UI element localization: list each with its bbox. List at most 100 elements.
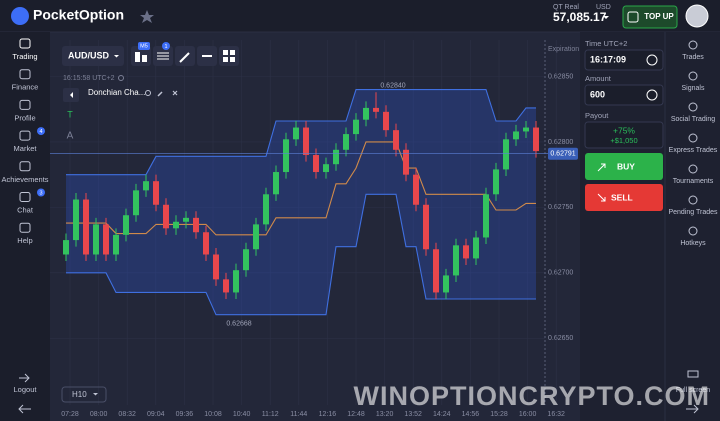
time-icon[interactable] bbox=[646, 54, 658, 66]
nav-icon[interactable] bbox=[688, 102, 698, 112]
candle-body bbox=[153, 181, 159, 205]
candles-icon bbox=[135, 52, 147, 62]
time-input[interactable] bbox=[584, 49, 664, 71]
sidebar-icon[interactable] bbox=[19, 38, 31, 49]
sidebar-icon[interactable] bbox=[19, 161, 31, 172]
candle-body bbox=[353, 119, 359, 135]
buy-button[interactable] bbox=[585, 153, 663, 180]
x-tick-label: 16:32 bbox=[547, 411, 565, 418]
indicator-name[interactable]: Donchian Cha... bbox=[88, 88, 145, 97]
nav-icon[interactable] bbox=[688, 40, 698, 50]
nav-icon[interactable] bbox=[688, 71, 698, 81]
x-tick-label: 15:28 bbox=[490, 411, 508, 418]
candle-body bbox=[453, 245, 459, 276]
candle-body bbox=[123, 215, 129, 235]
settings-icon[interactable] bbox=[118, 75, 124, 81]
amount-input[interactable] bbox=[584, 84, 664, 106]
top-up-label[interactable]: TOP UP bbox=[644, 12, 674, 21]
nav-label[interactable]: Express Trades bbox=[669, 147, 718, 154]
sidebar-label[interactable]: Finance bbox=[12, 83, 39, 92]
y-tick-label: 0.62800 bbox=[548, 139, 573, 146]
visibility-icon[interactable] bbox=[145, 90, 151, 96]
sidebar-icon[interactable] bbox=[19, 130, 31, 141]
sidebar-icon[interactable] bbox=[19, 69, 31, 80]
tool-text[interactable]: T bbox=[67, 109, 73, 119]
caret bbox=[603, 16, 609, 19]
candle-body bbox=[463, 245, 469, 259]
badge-count: 3 bbox=[39, 190, 42, 196]
candle-body bbox=[473, 237, 479, 259]
buy-label[interactable]: BUY bbox=[617, 161, 635, 171]
candle-body bbox=[523, 127, 529, 132]
collapse-icon[interactable] bbox=[18, 404, 31, 414]
favorite-icon[interactable] bbox=[140, 10, 154, 23]
sidebar-icon[interactable] bbox=[19, 192, 31, 202]
currency-icon[interactable] bbox=[646, 89, 658, 101]
sidebar-label[interactable]: Chat bbox=[17, 205, 34, 214]
asset-button[interactable] bbox=[62, 46, 124, 66]
asset[interactable]: AUD/USD bbox=[68, 50, 110, 60]
nav-label[interactable]: Hotkeys bbox=[680, 240, 706, 247]
x-tick-label: 14:24 bbox=[433, 411, 451, 418]
full-screen[interactable]: Full screen bbox=[676, 387, 710, 394]
balance[interactable]: 57,085.17 bbox=[553, 10, 607, 24]
avatar[interactable] bbox=[685, 4, 709, 28]
sidebar-label[interactable]: Market bbox=[14, 144, 38, 153]
logout[interactable]: Logout bbox=[14, 385, 38, 394]
sidebar-label[interactable]: Help bbox=[17, 236, 32, 245]
nav-icon[interactable] bbox=[688, 133, 698, 143]
period[interactable]: H10 bbox=[72, 390, 87, 399]
edit-icon[interactable] bbox=[157, 91, 163, 97]
expand-icon[interactable] bbox=[686, 404, 699, 414]
top-bar bbox=[0, 0, 720, 32]
payout-percent: +75% bbox=[613, 125, 635, 135]
sell-button[interactable] bbox=[585, 184, 663, 211]
layout-icon bbox=[223, 50, 235, 62]
tool-text[interactable]: A bbox=[67, 131, 74, 142]
account-type[interactable]: QT Real bbox=[553, 4, 579, 11]
layout-button[interactable] bbox=[219, 46, 239, 66]
nav-icon[interactable] bbox=[688, 164, 698, 174]
high-label: 0.62840 bbox=[380, 82, 405, 89]
nav-label[interactable]: Social Trading bbox=[671, 116, 715, 123]
nav-label[interactable]: Tournaments bbox=[673, 178, 714, 185]
payout-amount: +$1,050 bbox=[610, 136, 637, 145]
sidebar-icon[interactable] bbox=[19, 99, 31, 110]
nav-icon[interactable] bbox=[688, 226, 698, 236]
arrow bbox=[70, 92, 73, 98]
time[interactable]: 16:17:09 bbox=[590, 54, 626, 64]
x-tick-label: 12:48 bbox=[347, 411, 365, 418]
x-tick-label: 16:00 bbox=[519, 411, 537, 418]
nav-icon[interactable] bbox=[688, 195, 698, 205]
x-tick-label: 11:12 bbox=[262, 411, 279, 418]
sidebar-label[interactable]: Profile bbox=[14, 113, 35, 122]
brand[interactable]: PocketOption bbox=[33, 7, 124, 23]
period-button[interactable] bbox=[61, 386, 107, 403]
candle-body bbox=[363, 107, 369, 120]
candle-body bbox=[193, 217, 199, 233]
top-up-button[interactable] bbox=[622, 5, 678, 29]
candle-body bbox=[293, 127, 299, 140]
sidebar-icon[interactable] bbox=[19, 222, 31, 233]
candle-body bbox=[383, 111, 389, 131]
amount[interactable]: 600 bbox=[590, 89, 605, 99]
sidebar-label[interactable]: Trading bbox=[12, 52, 37, 61]
sell-label[interactable]: SELL bbox=[611, 192, 633, 202]
currency: USD bbox=[596, 4, 611, 11]
wallet-icon bbox=[627, 11, 639, 23]
candle-body bbox=[173, 221, 179, 229]
logo-icon[interactable] bbox=[11, 7, 29, 25]
sidebar-label[interactable]: Achievements bbox=[1, 175, 48, 184]
y-tick-label: 0.62850 bbox=[548, 73, 573, 80]
candle-body bbox=[333, 149, 339, 165]
remove-icon[interactable] bbox=[172, 90, 178, 96]
up-arrow bbox=[597, 163, 606, 172]
caret bbox=[93, 393, 98, 396]
timeframe-badge: M5 bbox=[140, 43, 148, 49]
nav-label[interactable]: Pending Trades bbox=[668, 209, 718, 216]
nav-label[interactable]: Trades bbox=[682, 54, 704, 61]
candle-body bbox=[443, 275, 449, 293]
nav-label[interactable]: Signals bbox=[682, 85, 705, 92]
candle-body bbox=[93, 224, 99, 255]
badge-count: 4 bbox=[39, 129, 42, 135]
